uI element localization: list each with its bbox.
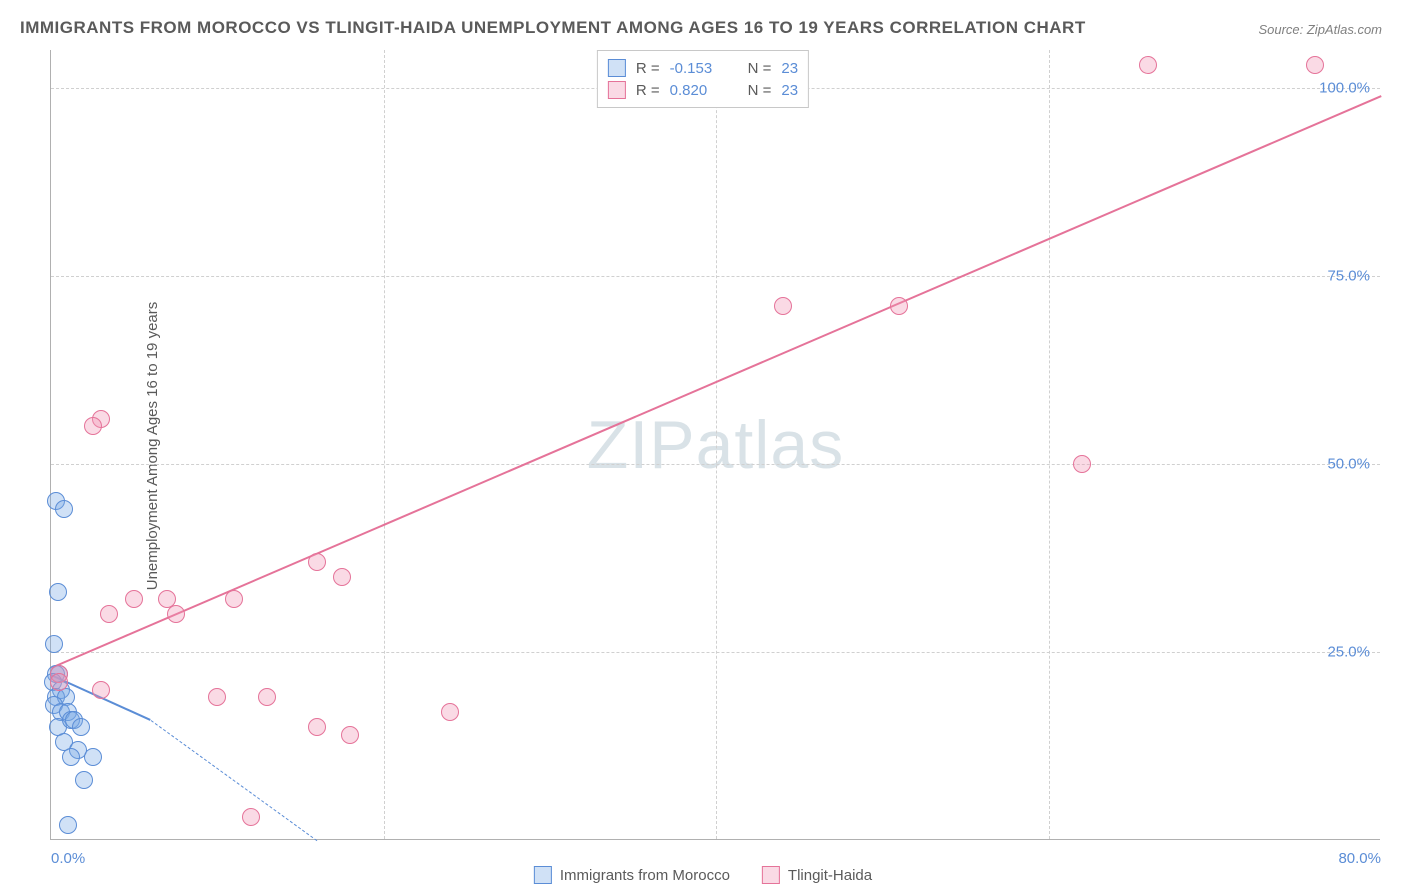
legend-series-label: Tlingit-Haida [788, 867, 872, 884]
data-point [1073, 455, 1091, 473]
n-value: 23 [781, 60, 798, 77]
x-tick-label: 0.0% [51, 850, 85, 867]
series-legend: Immigrants from Morocco Tlingit-Haida [534, 866, 872, 884]
n-value: 23 [781, 82, 798, 99]
data-point [92, 681, 110, 699]
legend-series-label: Immigrants from Morocco [560, 867, 730, 884]
y-tick-label: 100.0% [1319, 79, 1370, 96]
data-point [208, 688, 226, 706]
x-tick-label: 80.0% [1338, 850, 1381, 867]
trendline-extrapolation [150, 720, 317, 841]
scatter-plot-area: ZIPatlas 25.0%50.0%75.0%100.0%0.0%80.0% [50, 50, 1380, 840]
gridline-vertical [384, 50, 385, 839]
legend-swatch [608, 81, 626, 99]
data-point [167, 605, 185, 623]
data-point [1139, 56, 1157, 74]
data-point [62, 748, 80, 766]
data-point [308, 718, 326, 736]
data-point [441, 703, 459, 721]
n-label: N = [748, 82, 772, 99]
data-point [84, 417, 102, 435]
data-point [84, 748, 102, 766]
legend-swatch [534, 866, 552, 884]
y-tick-label: 25.0% [1327, 643, 1370, 660]
legend-correlation-row: R = 0.820 N = 23 [608, 79, 798, 101]
data-point [125, 590, 143, 608]
data-point [890, 297, 908, 315]
data-point [341, 726, 359, 744]
data-point [242, 808, 260, 826]
y-tick-label: 75.0% [1327, 267, 1370, 284]
data-point [308, 553, 326, 571]
legend-series-item: Tlingit-Haida [762, 866, 872, 884]
data-point [100, 605, 118, 623]
data-point [50, 673, 68, 691]
r-label: R = [636, 82, 660, 99]
legend-swatch [762, 866, 780, 884]
data-point [59, 816, 77, 834]
data-point [774, 297, 792, 315]
r-value: -0.153 [670, 60, 726, 77]
n-label: N = [748, 60, 772, 77]
data-point [49, 583, 67, 601]
data-point [1306, 56, 1324, 74]
source-attribution: Source: ZipAtlas.com [1258, 22, 1382, 37]
data-point [333, 568, 351, 586]
data-point [225, 590, 243, 608]
chart-title: IMMIGRANTS FROM MOROCCO VS TLINGIT-HAIDA… [20, 18, 1086, 38]
legend-series-item: Immigrants from Morocco [534, 866, 730, 884]
legend-swatch [608, 59, 626, 77]
y-tick-label: 50.0% [1327, 455, 1370, 472]
gridline-vertical [1049, 50, 1050, 839]
data-point [75, 771, 93, 789]
legend-correlation-row: R = -0.153 N = 23 [608, 57, 798, 79]
r-label: R = [636, 60, 660, 77]
data-point [258, 688, 276, 706]
data-point [72, 718, 90, 736]
gridline-vertical [716, 50, 717, 839]
r-value: 0.820 [670, 82, 726, 99]
correlation-legend: R = -0.153 N = 23 R = 0.820 N = 23 [597, 50, 809, 108]
data-point [45, 635, 63, 653]
data-point [55, 500, 73, 518]
